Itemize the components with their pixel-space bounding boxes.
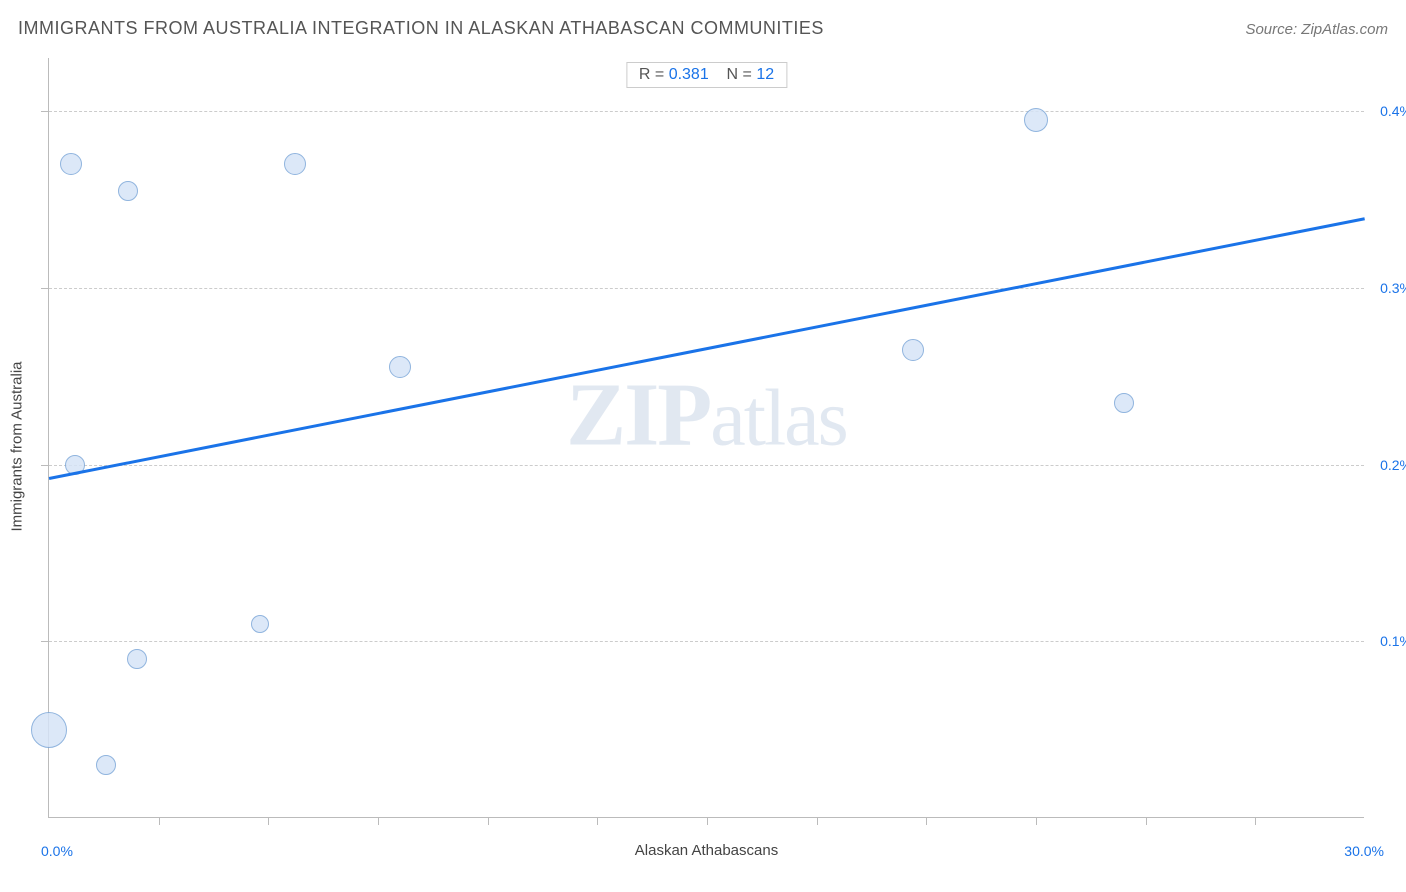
scatter-point	[284, 153, 306, 175]
x-tick-mark	[1036, 817, 1037, 825]
gridline	[49, 111, 1364, 112]
x-axis-label: Alaskan Athabascans	[635, 842, 778, 859]
y-tick-mark	[41, 465, 49, 466]
stats-legend: R = 0.381 N = 12	[626, 62, 787, 88]
y-tick-mark	[41, 111, 49, 112]
regression-line	[49, 217, 1365, 479]
scatter-point	[31, 712, 67, 748]
scatter-point	[96, 755, 116, 775]
y-axis-label: Immigrants from Australia	[9, 361, 26, 531]
scatter-point	[251, 615, 269, 633]
source-attribution: Source: ZipAtlas.com	[1245, 21, 1388, 38]
scatter-point	[60, 153, 82, 175]
x-tick-mark	[488, 817, 489, 825]
gridline	[49, 641, 1364, 642]
y-tick-mark	[41, 288, 49, 289]
watermark: ZIPatlas	[566, 363, 847, 466]
scatter-point	[902, 339, 924, 361]
chart-title: IMMIGRANTS FROM AUSTRALIA INTEGRATION IN…	[18, 18, 824, 39]
header: IMMIGRANTS FROM AUSTRALIA INTEGRATION IN…	[18, 18, 1388, 39]
y-tick-label: 0.4%	[1370, 103, 1406, 119]
x-axis-max-label: 30.0%	[1344, 843, 1384, 859]
x-tick-mark	[707, 817, 708, 825]
watermark-zip: ZIP	[566, 365, 710, 464]
r-label: R =	[639, 66, 664, 83]
r-value: 0.381	[669, 66, 709, 83]
scatter-point	[118, 181, 138, 201]
scatter-point	[389, 356, 411, 378]
y-tick-label: 0.2%	[1370, 457, 1406, 473]
y-tick-label: 0.3%	[1370, 280, 1406, 296]
scatter-point	[1114, 393, 1134, 413]
chart-plot-area: R = 0.381 N = 12 ZIPatlas 0.1%0.2%0.3%0.…	[48, 58, 1364, 818]
x-tick-mark	[1146, 817, 1147, 825]
n-value: 12	[756, 66, 774, 83]
x-tick-mark	[817, 817, 818, 825]
scatter-point	[1024, 108, 1048, 132]
x-tick-mark	[926, 817, 927, 825]
watermark-atlas: atlas	[710, 374, 847, 462]
y-tick-label: 0.1%	[1370, 633, 1406, 649]
n-label: N =	[727, 66, 752, 83]
x-tick-mark	[378, 817, 379, 825]
x-tick-mark	[597, 817, 598, 825]
x-tick-mark	[159, 817, 160, 825]
gridline	[49, 465, 1364, 466]
x-tick-mark	[268, 817, 269, 825]
x-tick-mark	[1255, 817, 1256, 825]
x-axis-min-label: 0.0%	[41, 843, 73, 859]
y-tick-mark	[41, 641, 49, 642]
gridline	[49, 288, 1364, 289]
scatter-point	[127, 649, 147, 669]
